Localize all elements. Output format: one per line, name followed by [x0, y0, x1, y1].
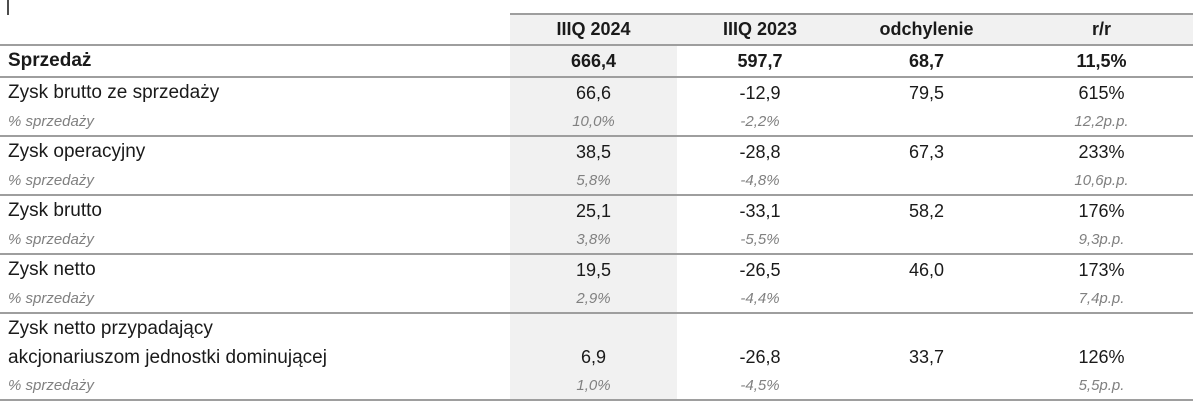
cell-value: [843, 372, 1010, 399]
cell-value: 6,9: [510, 314, 677, 372]
cell-value: 126%: [1078, 347, 1125, 367]
table-row-sprzedaz: Sprzedaż 666,4 597,7 68,7 11,5%: [0, 46, 1193, 78]
subrow-label: % sprzedaży: [8, 172, 94, 189]
column-header-iiiq-2023: IIIQ 2023: [677, 13, 843, 44]
row-label: Zysk operacyjny: [8, 141, 146, 162]
cell-value: 173%: [1078, 259, 1125, 280]
table-section-zysk-brutto: Zysk brutto 25,1 -33,1 58,2 176% % sprze…: [0, 196, 1193, 255]
cell-value: -4,8%: [740, 172, 780, 189]
cell-value: -33,1: [739, 200, 781, 221]
column-header-rr: r/r: [1010, 13, 1193, 44]
cell-value: -4,4%: [740, 290, 780, 307]
cell-value: 38,5: [510, 137, 677, 167]
cell-value: 597,7: [737, 50, 783, 71]
cell-value: 33,7: [908, 347, 945, 367]
table-row: Zysk netto 19,5 -26,5 46,0 173%: [0, 255, 1193, 285]
cell-value: 11,5%: [1076, 50, 1127, 71]
cell-value: 10,6p.p.: [1074, 172, 1129, 189]
table-section-zysk-brutto-ze-sprzedazy: Zysk brutto ze sprzedaży 66,6 -12,9 79,5…: [0, 78, 1193, 137]
cell-value: 58,2: [908, 200, 945, 221]
row-label: Sprzedaż: [8, 50, 92, 71]
table-subrow-pct-sprzedazy: % sprzedaży 2,9% -4,4% 7,4p.p.: [0, 285, 1193, 312]
table-subrow-pct-sprzedazy: % sprzedaży 3,8% -5,5% 9,3p.p.: [0, 226, 1193, 253]
column-header-iiiq-2024: IIIQ 2024: [510, 13, 677, 44]
cell-value: [843, 108, 1010, 135]
header-empty-cell: [0, 13, 510, 44]
cell-value: -26,8: [739, 347, 781, 367]
cell-value: 25,1: [510, 196, 677, 226]
cell-value: -2,2%: [740, 113, 780, 130]
row-label: Zysk netto przypadający akcjonariuszom j…: [0, 314, 510, 372]
cell-value: 3,8%: [510, 226, 677, 253]
cell-value: -5,5%: [740, 231, 780, 248]
row-label: Zysk brutto ze sprzedaży: [8, 82, 220, 103]
cell-value: 666,4: [510, 46, 677, 76]
row-label: Zysk brutto: [8, 200, 102, 221]
cell-value: 79,5: [908, 82, 945, 103]
subrow-label: % sprzedaży: [8, 113, 94, 130]
table-section-zysk-operacyjny: Zysk operacyjny 38,5 -28,8 67,3 233% % s…: [0, 137, 1193, 196]
cell-value: 5,8%: [510, 167, 677, 194]
cell-value: 9,3p.p.: [1078, 231, 1125, 248]
subrow-label: % sprzedaży: [8, 377, 94, 394]
table-row: Zysk netto przypadający akcjonariuszom j…: [0, 314, 1193, 372]
cell-value: -4,5%: [740, 377, 780, 394]
results-table: IIIQ 2024 IIIQ 2023 odchylenie r/r Sprze…: [0, 13, 1193, 401]
cell-value: -28,8: [739, 141, 781, 162]
cell-value: [843, 285, 1010, 312]
cell-value: 46,0: [908, 259, 945, 280]
table-subrow-pct-sprzedazy: % sprzedaży 5,8% -4,8% 10,6p.p.: [0, 167, 1193, 194]
subrow-label: % sprzedaży: [8, 231, 94, 248]
cell-value: 12,2p.p.: [1074, 113, 1129, 130]
cell-value: 176%: [1078, 200, 1125, 221]
row-label: Zysk netto: [8, 259, 96, 280]
cell-value: 7,4p.p.: [1078, 290, 1125, 307]
cell-value: 233%: [1078, 141, 1125, 162]
subrow-label: % sprzedaży: [8, 290, 94, 307]
row-label-line1: Zysk netto przypadający: [8, 318, 213, 339]
cell-value: 19,5: [510, 255, 677, 285]
table-subrow-pct-sprzedazy: % sprzedaży 10,0% -2,2% 12,2p.p.: [0, 108, 1193, 135]
table-subrow-pct-sprzedazy: % sprzedaży 1,0% -4,5% 5,5p.p.: [0, 372, 1193, 399]
table-section-zysk-netto-akcjonariuszy: Zysk netto przypadający akcjonariuszom j…: [0, 314, 1193, 401]
table-row: Zysk brutto ze sprzedaży 66,6 -12,9 79,5…: [0, 78, 1193, 108]
cell-value: 68,7: [908, 50, 945, 71]
cell-value: -26,5: [739, 259, 781, 280]
cursor-mark: [7, 0, 9, 15]
cell-value: 2,9%: [510, 285, 677, 312]
cell-value: 67,3: [908, 141, 945, 162]
column-header-odchylenie: odchylenie: [843, 13, 1010, 44]
table-section-zysk-netto: Zysk netto 19,5 -26,5 46,0 173% % sprzed…: [0, 255, 1193, 314]
cell-value: 10,0%: [510, 108, 677, 135]
row-label-line2: akcjonariuszom jednostki dominującej: [8, 347, 327, 368]
cell-value: 615%: [1078, 82, 1125, 103]
cell-value: 66,6: [510, 78, 677, 108]
table-row: Zysk brutto 25,1 -33,1 58,2 176%: [0, 196, 1193, 226]
cell-value: [843, 167, 1010, 194]
cell-value: 1,0%: [510, 372, 677, 399]
cell-value: [843, 226, 1010, 253]
cell-value: 5,5p.p.: [1078, 377, 1125, 394]
table-row: Zysk operacyjny 38,5 -28,8 67,3 233%: [0, 137, 1193, 167]
table-header-row: IIIQ 2024 IIIQ 2023 odchylenie r/r: [0, 13, 1193, 46]
cell-value: -12,9: [739, 82, 781, 103]
